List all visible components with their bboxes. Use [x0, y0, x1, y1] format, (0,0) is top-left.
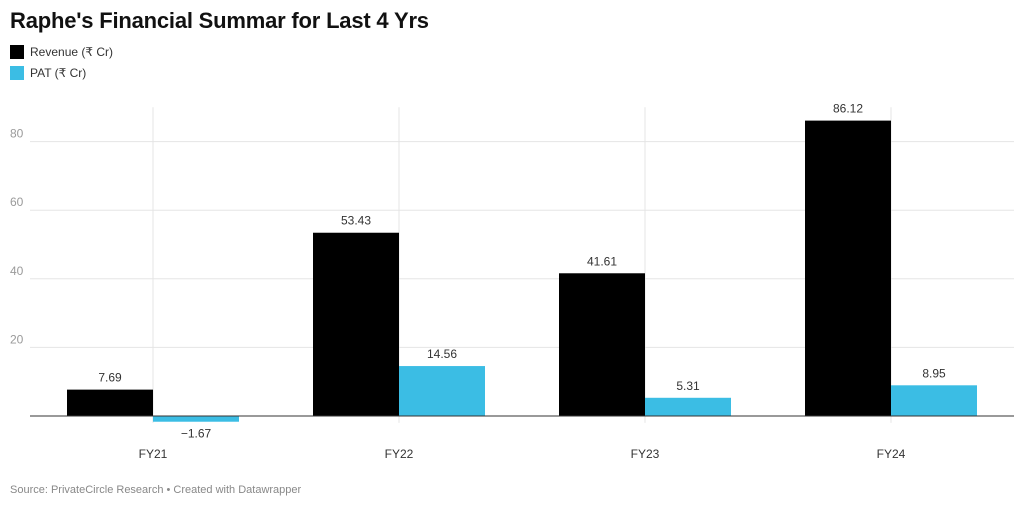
chart-legend: Revenue (₹ Cr) PAT (₹ Cr): [10, 43, 113, 85]
legend-label-revenue: Revenue (₹ Cr): [30, 45, 113, 59]
data-label: 86.12: [833, 102, 863, 116]
data-label: −1.67: [181, 427, 212, 441]
y-tick-label: 40: [10, 264, 24, 278]
bar: [153, 416, 239, 422]
data-label: 7.69: [98, 371, 122, 385]
legend-item-pat: PAT (₹ Cr): [10, 64, 113, 82]
chart-title: Raphe's Financial Summar for Last 4 Yrs: [10, 8, 429, 33]
legend-swatch-pat: [10, 66, 24, 80]
data-label: 5.31: [676, 379, 700, 393]
x-tick-label: FY24: [877, 447, 906, 461]
source-footer: Source: PrivateCircle Research • Created…: [10, 484, 302, 496]
x-tick-label: FY22: [385, 447, 414, 461]
legend-swatch-revenue: [10, 45, 24, 59]
x-tick-label: FY23: [631, 447, 660, 461]
y-tick-label: 60: [10, 195, 24, 209]
bar: [891, 385, 977, 416]
data-label: 41.61: [587, 254, 617, 268]
legend-label-pat: PAT (₹ Cr): [30, 66, 87, 80]
data-label: 8.95: [922, 366, 946, 380]
bar: [399, 366, 485, 416]
x-tick-label: FY21: [139, 447, 168, 461]
bar: [805, 120, 891, 416]
legend-item-revenue: Revenue (₹ Cr): [10, 43, 113, 61]
bar: [645, 397, 731, 416]
bar: [559, 273, 645, 416]
y-tick-label: 20: [10, 332, 24, 346]
bar: [67, 389, 153, 416]
data-label: 14.56: [427, 347, 457, 361]
data-label: 53.43: [341, 214, 371, 228]
y-tick-label: 80: [10, 127, 24, 141]
bar: [313, 232, 399, 416]
